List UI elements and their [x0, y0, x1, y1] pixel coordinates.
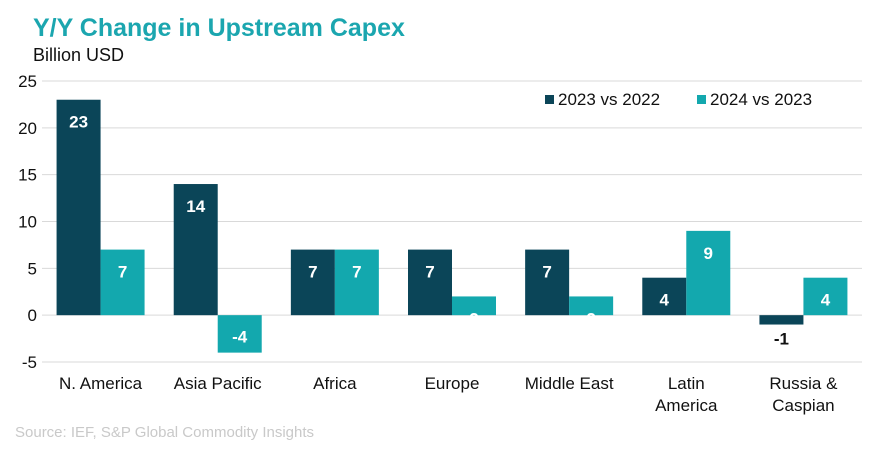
bar-series-1: [642, 277, 687, 316]
data-label: -1: [774, 330, 789, 349]
bar-series-2: [100, 249, 145, 316]
bar-series-1: [290, 249, 335, 316]
data-label: 2: [469, 309, 478, 328]
bar-series-2: [686, 230, 731, 316]
x-tick-label: Russia &: [769, 374, 838, 393]
data-label: -4: [232, 328, 248, 347]
data-label: 14: [186, 197, 205, 216]
y-tick-label: 25: [18, 72, 37, 91]
y-tick-label: 15: [18, 166, 37, 185]
data-label: 7: [542, 263, 551, 282]
chart-title: Y/Y Change in Upstream Capex: [33, 14, 405, 42]
bar-series-1: [525, 249, 570, 316]
bar-series-2: [334, 249, 379, 316]
legend-swatch: [545, 95, 554, 104]
bar-series-1: [759, 315, 804, 325]
data-label: 7: [118, 263, 127, 282]
data-label: 4: [821, 291, 831, 310]
bar-series-1: [173, 184, 218, 316]
chart-source: Source: IEF, S&P Global Commodity Insigh…: [15, 424, 315, 441]
legend-swatch: [697, 95, 706, 104]
data-label: 23: [69, 113, 88, 132]
legend-label: 2024 vs 2023: [710, 90, 812, 109]
bar-series-2: [569, 296, 614, 316]
data-label: 2: [586, 309, 595, 328]
bar-series-2: [217, 315, 262, 353]
y-tick-label: 20: [18, 119, 37, 138]
x-tick-label: Africa: [313, 374, 357, 393]
bar-series-2: [803, 277, 848, 316]
x-tick-label: N. America: [59, 374, 143, 393]
x-tick-label: Caspian: [772, 396, 834, 415]
x-tick-label: Middle East: [525, 374, 614, 393]
x-tick-label: America: [655, 396, 718, 415]
data-label: 4: [660, 291, 670, 310]
data-label: 7: [352, 263, 361, 282]
x-tick-label: Europe: [425, 374, 480, 393]
data-label: 7: [308, 263, 317, 282]
x-tick-label: Asia Pacific: [174, 374, 262, 393]
bar-series-1: [56, 99, 101, 316]
data-label: 9: [704, 244, 713, 263]
chart-subtitle: Billion USD: [33, 45, 125, 65]
x-tick-label: Latin: [668, 374, 705, 393]
y-tick-label: 10: [18, 213, 37, 232]
bar-series-1: [408, 249, 452, 316]
data-label: 7: [425, 263, 434, 282]
bar-series-2: [452, 296, 496, 316]
legend-label: 2023 vs 2022: [558, 90, 660, 109]
y-tick-label: 0: [28, 306, 37, 325]
y-tick-label: -5: [22, 353, 37, 372]
y-tick-label: 5: [28, 259, 37, 278]
